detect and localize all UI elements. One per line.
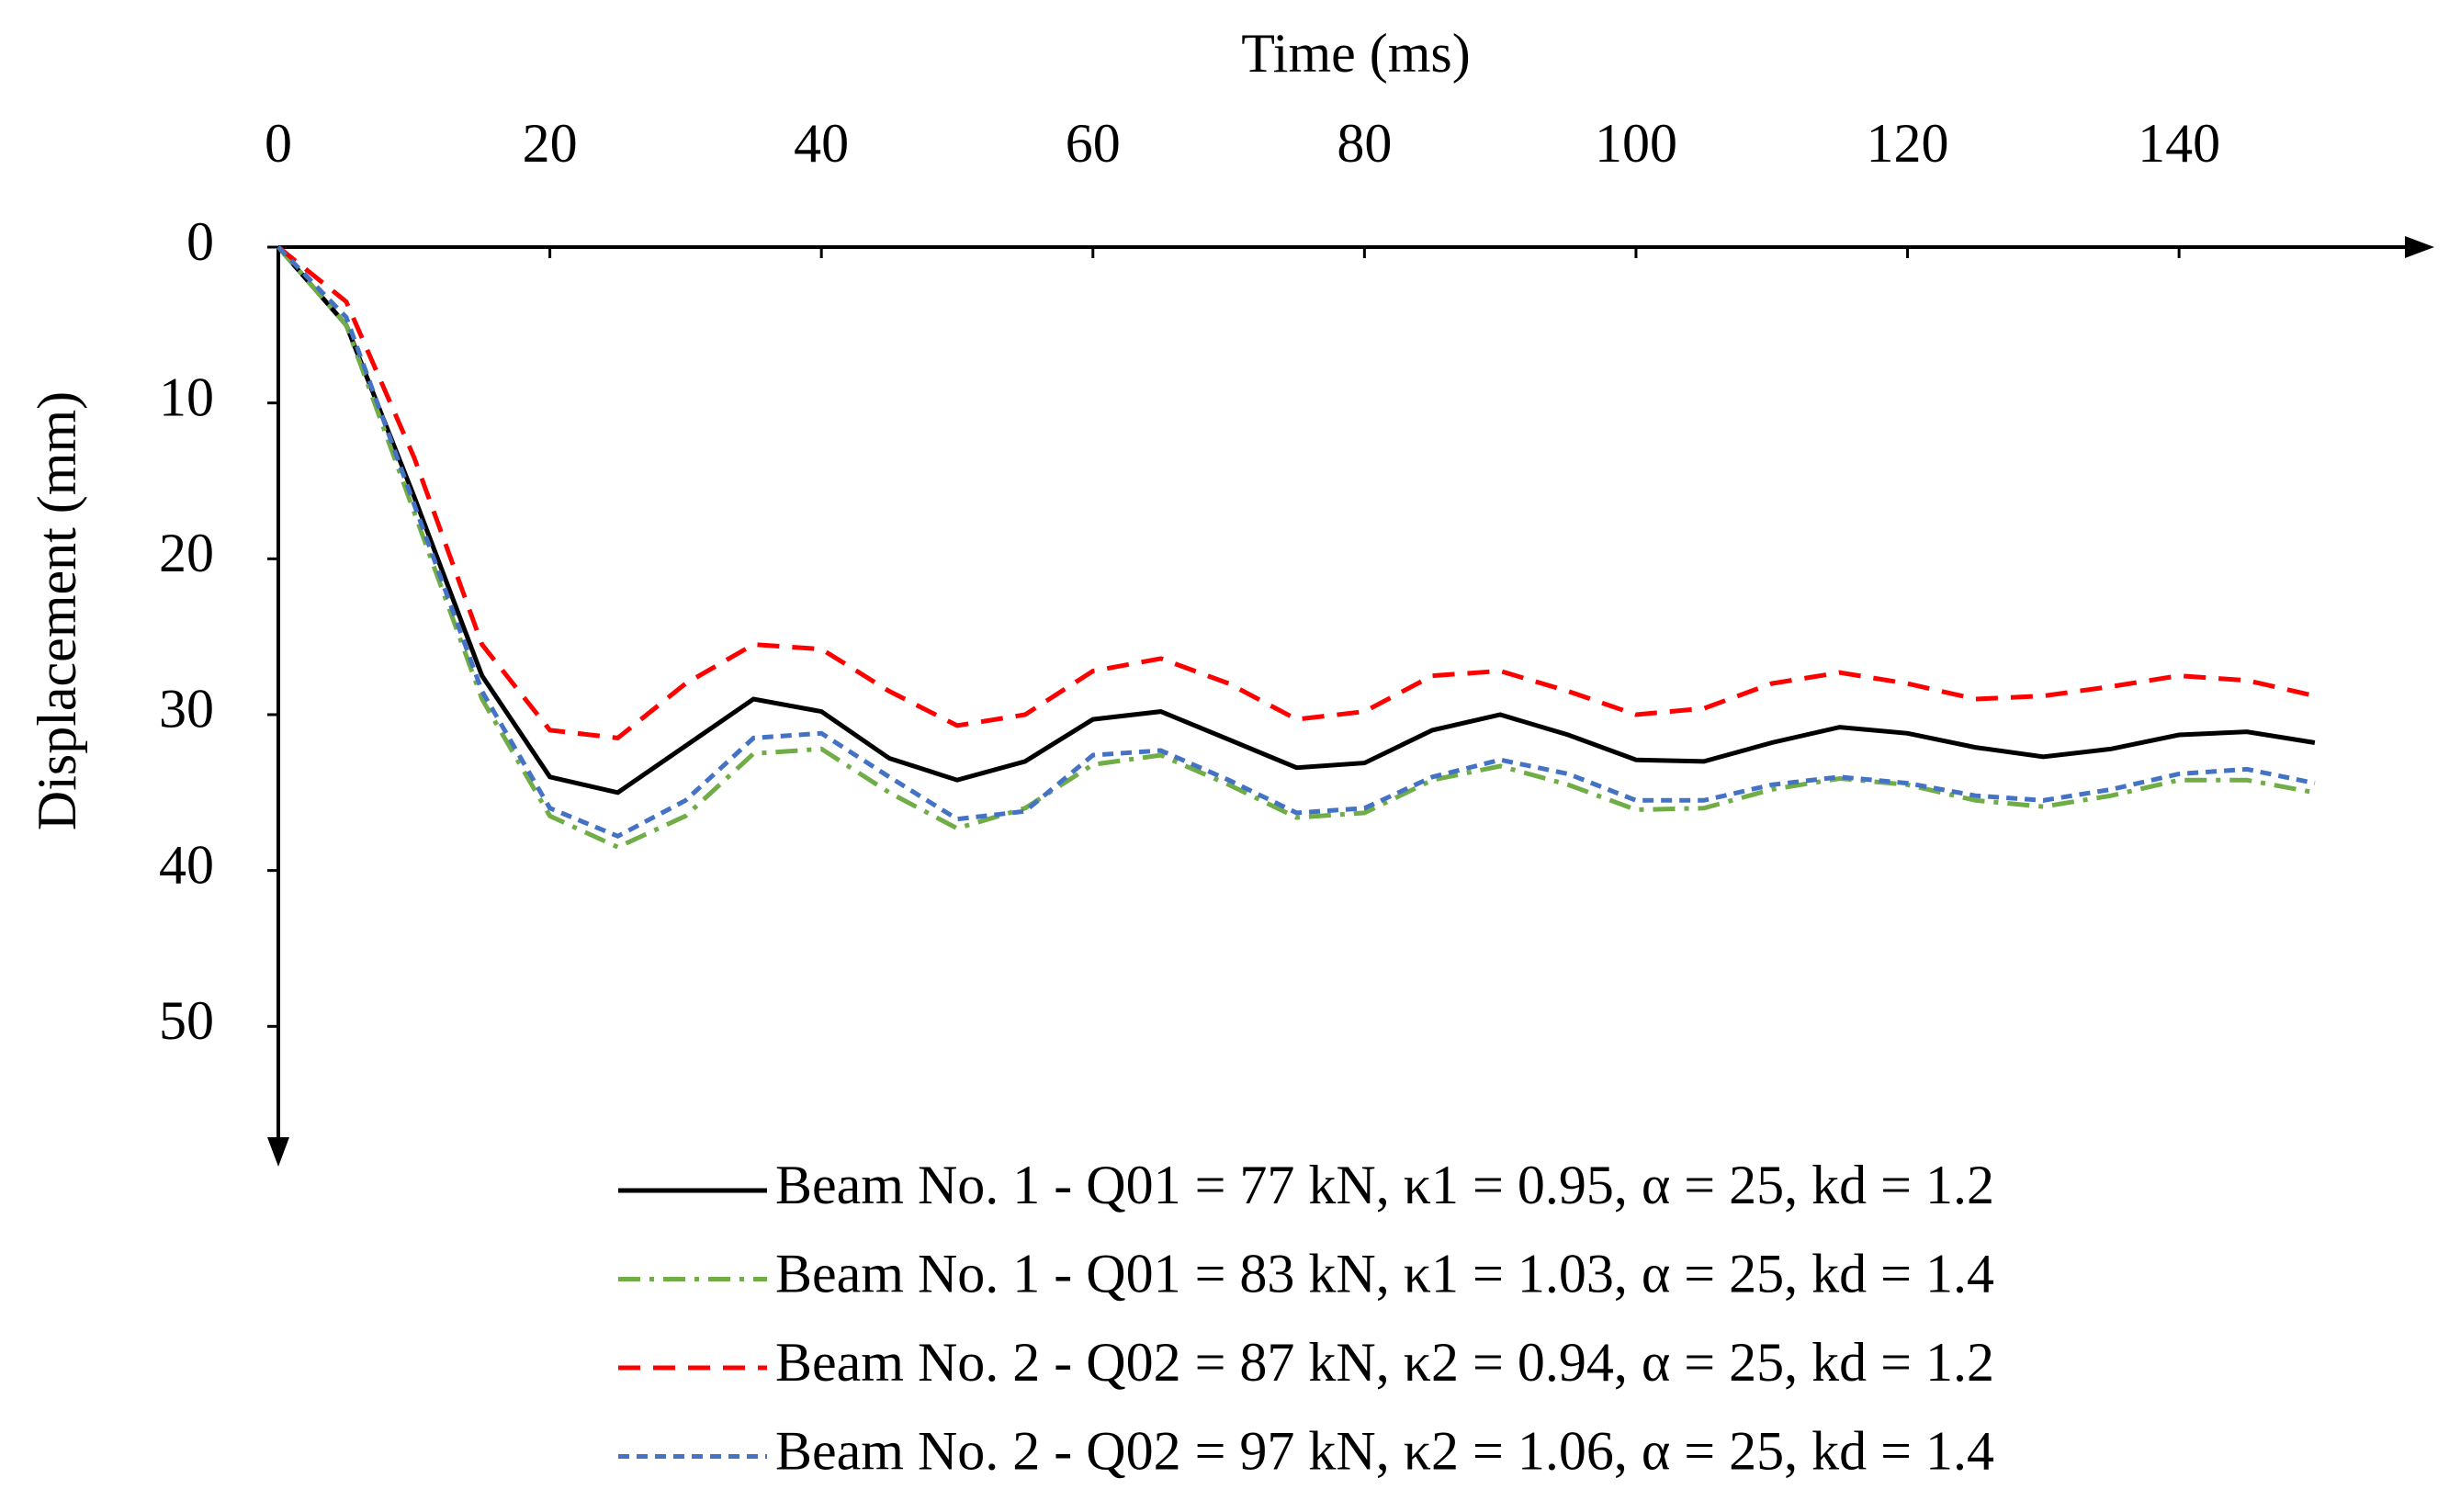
x-tick-label: 120 xyxy=(1867,113,1949,174)
x-tick-label: 0 xyxy=(265,113,292,174)
series-line xyxy=(276,245,2316,795)
legend-label: Beam No. 2 - Q02 = 87 kN, κ2 = 0.94, α =… xyxy=(775,1332,1994,1393)
series-line xyxy=(276,245,2316,741)
legend-label: Beam No. 2 - Q02 = 97 kN, κ2 = 1.06, α =… xyxy=(775,1420,1994,1481)
y-tick-label: 50 xyxy=(159,990,214,1051)
legend-label: Beam No. 1 - Q01 = 77 kN, κ1 = 0.95, α =… xyxy=(775,1155,1994,1215)
y-tick-label: 40 xyxy=(159,834,214,895)
series-line xyxy=(276,245,2316,840)
x-tick-label: 80 xyxy=(1337,113,1392,174)
x-tick-label: 40 xyxy=(794,113,849,174)
series-line xyxy=(276,245,2316,850)
y-tick-label: 0 xyxy=(186,211,214,272)
y-tick-label: 20 xyxy=(159,523,214,583)
x-tick-label: 100 xyxy=(1595,113,1677,174)
y-tick-label: 30 xyxy=(159,679,214,739)
x-tick-label: 20 xyxy=(523,113,578,174)
x-tick-label: 60 xyxy=(1066,113,1121,174)
x-axis-title: Time (ms) xyxy=(1241,23,1471,84)
y-axis-arrow xyxy=(267,1137,289,1167)
legend-label: Beam No. 1 - Q01 = 83 kN, κ1 = 1.03, α =… xyxy=(775,1243,1994,1303)
y-tick-label: 10 xyxy=(159,367,214,427)
x-axis-arrow xyxy=(2405,236,2434,258)
y-axis-title: Displacement (mm) xyxy=(27,391,87,830)
x-tick-label: 140 xyxy=(2138,113,2220,174)
